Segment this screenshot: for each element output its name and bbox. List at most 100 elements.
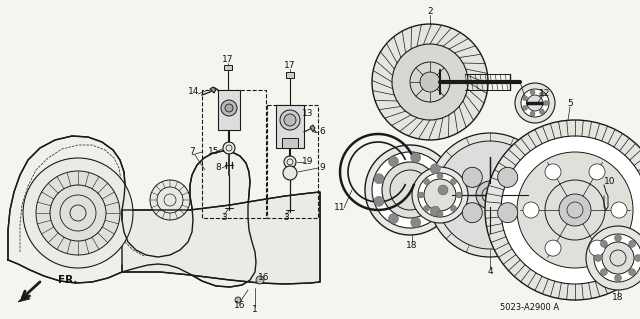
Text: FR.: FR. [58, 275, 77, 285]
Circle shape [486, 191, 494, 199]
Text: 6: 6 [319, 128, 325, 137]
Circle shape [628, 269, 636, 276]
Circle shape [235, 297, 241, 303]
Text: 3: 3 [283, 213, 289, 222]
Circle shape [36, 171, 120, 255]
Circle shape [523, 105, 527, 110]
Circle shape [545, 240, 561, 256]
Polygon shape [218, 90, 240, 130]
Circle shape [614, 234, 621, 241]
Circle shape [365, 145, 455, 235]
Circle shape [600, 269, 607, 276]
Circle shape [586, 226, 640, 290]
Circle shape [523, 202, 539, 218]
Text: 19: 19 [302, 158, 314, 167]
Polygon shape [276, 105, 304, 148]
Text: 12: 12 [540, 88, 550, 98]
Circle shape [374, 196, 384, 206]
Text: 4: 4 [487, 268, 493, 277]
Circle shape [498, 167, 518, 187]
Circle shape [543, 100, 548, 106]
Circle shape [438, 185, 448, 195]
Circle shape [388, 214, 399, 224]
Circle shape [600, 240, 607, 247]
Polygon shape [286, 72, 294, 78]
Text: 17: 17 [284, 62, 296, 70]
Circle shape [424, 179, 456, 211]
Circle shape [283, 166, 297, 180]
Circle shape [530, 111, 535, 116]
Circle shape [559, 194, 591, 226]
Circle shape [515, 83, 555, 123]
Text: 5: 5 [567, 100, 573, 108]
Text: 8: 8 [215, 164, 221, 173]
Circle shape [428, 133, 552, 257]
Circle shape [223, 142, 235, 154]
Circle shape [462, 203, 483, 223]
Text: 11: 11 [334, 204, 346, 212]
Circle shape [611, 202, 627, 218]
Circle shape [430, 206, 440, 216]
Circle shape [372, 152, 448, 228]
Text: 7: 7 [189, 147, 195, 157]
Circle shape [436, 141, 544, 249]
Polygon shape [122, 192, 320, 284]
Circle shape [589, 240, 605, 256]
Text: 17: 17 [222, 56, 234, 64]
Circle shape [628, 240, 636, 247]
Circle shape [476, 181, 504, 209]
Circle shape [634, 255, 640, 262]
Circle shape [284, 114, 296, 126]
Polygon shape [310, 125, 315, 132]
Circle shape [372, 24, 488, 140]
Circle shape [284, 156, 296, 168]
Circle shape [527, 95, 543, 111]
Circle shape [430, 164, 440, 174]
Circle shape [540, 92, 545, 97]
Text: 15: 15 [208, 146, 220, 155]
Circle shape [424, 205, 429, 211]
Polygon shape [8, 136, 256, 287]
Circle shape [150, 180, 190, 220]
Polygon shape [18, 295, 30, 302]
Circle shape [462, 167, 483, 187]
Circle shape [418, 173, 462, 217]
Circle shape [437, 173, 443, 179]
Text: 18: 18 [612, 293, 624, 302]
Circle shape [498, 203, 518, 223]
Circle shape [485, 120, 640, 300]
Circle shape [225, 104, 233, 112]
Circle shape [614, 275, 621, 281]
Circle shape [501, 136, 640, 284]
Circle shape [420, 72, 440, 92]
Text: 1: 1 [252, 306, 258, 315]
Polygon shape [282, 138, 298, 148]
Text: 16: 16 [234, 300, 246, 309]
Circle shape [382, 162, 438, 218]
Circle shape [545, 164, 561, 180]
Text: 14: 14 [188, 87, 200, 97]
Text: 18: 18 [406, 241, 418, 249]
Circle shape [221, 100, 237, 116]
Text: 5023-A2900 A: 5023-A2900 A [500, 303, 559, 313]
Circle shape [388, 156, 399, 167]
Text: 10: 10 [604, 177, 616, 187]
Circle shape [589, 164, 605, 180]
Circle shape [437, 211, 443, 217]
Circle shape [456, 192, 462, 198]
Text: 3: 3 [221, 213, 227, 222]
Circle shape [418, 192, 424, 198]
Text: 16: 16 [259, 273, 269, 283]
Circle shape [411, 152, 420, 162]
Circle shape [424, 179, 429, 185]
Text: 9: 9 [319, 164, 325, 173]
Circle shape [595, 255, 602, 262]
Circle shape [521, 89, 549, 117]
Polygon shape [210, 87, 216, 93]
Circle shape [374, 174, 384, 184]
Circle shape [523, 96, 527, 101]
Circle shape [451, 205, 456, 211]
Circle shape [451, 179, 456, 185]
Text: 2: 2 [427, 8, 433, 17]
Text: 13: 13 [302, 109, 314, 118]
